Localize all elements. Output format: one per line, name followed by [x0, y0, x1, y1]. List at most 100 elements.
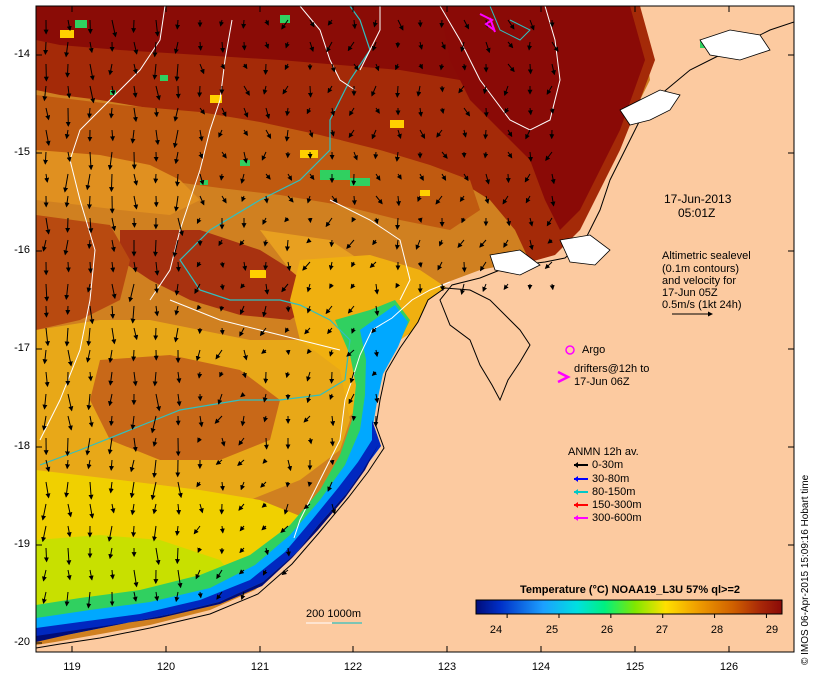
velocity-arrow: [243, 107, 249, 118]
velocity-arrow: [395, 282, 401, 289]
velocity-arrow: [549, 283, 555, 291]
velocity-arrow: [107, 525, 113, 542]
velocity-arrow: [347, 305, 355, 314]
velocity-arrow: [262, 305, 267, 318]
velocity-arrow: [152, 41, 158, 58]
velocity-arrow: [240, 481, 245, 491]
velocity-arrow: [395, 217, 401, 230]
anmn-arrows: [574, 462, 588, 521]
velocity-arrow: [461, 261, 467, 273]
velocity-arrow: [86, 393, 92, 411]
velocity-arrow: [329, 393, 334, 400]
velocity-arrow: [154, 305, 160, 317]
velocity-arrow: [239, 525, 245, 532]
velocity-arrow: [108, 371, 114, 386]
velocity-arrow: [328, 261, 334, 271]
velocity-arrow: [173, 327, 179, 343]
velocity-arrow: [152, 63, 158, 80]
velocity-arrow: [86, 591, 92, 609]
velocity-arrow: [485, 173, 490, 185]
velocity-arrow: [262, 458, 268, 464]
velocity-arrow: [330, 129, 335, 137]
velocity-arrow: [353, 63, 359, 71]
velocity-arrow: [175, 261, 181, 272]
velocity-arrow: [132, 371, 138, 387]
velocity-arrow: [108, 107, 114, 119]
velocity-arrow: [64, 591, 70, 607]
velocity-arrow: [507, 19, 515, 30]
velocity-arrow: [280, 525, 289, 533]
velocity-arrow: [372, 239, 378, 246]
velocity-arrow: [89, 503, 95, 519]
colorbar-tick-label: 28: [710, 624, 724, 636]
velocity-arrow: [463, 19, 469, 30]
velocity-arrow: [197, 371, 203, 379]
velocity-arrow: [330, 415, 336, 427]
velocity-arrow: [88, 415, 94, 428]
velocity-arrow: [65, 261, 71, 273]
velocity-arrow: [197, 437, 202, 443]
velocity-arrow: [198, 415, 204, 428]
velocity-arrow: [394, 151, 400, 162]
velocity-arrow: [262, 393, 268, 403]
velocity-arrow: [242, 63, 248, 70]
velocity-arrow: [219, 261, 225, 268]
velocity-arrow: [238, 503, 245, 511]
velocity-arrow: [441, 41, 446, 50]
velocity-arrow: [176, 393, 182, 407]
velocity-arrow: [419, 173, 424, 181]
velocity-arrow: [199, 107, 206, 115]
velocity-arrow: [239, 305, 245, 315]
velocity-arrow: [111, 217, 117, 232]
colorbar-tick-label: 25: [545, 624, 559, 636]
velocity-arrow: [44, 283, 50, 302]
velocity-arrow: [259, 327, 267, 337]
velocity-arrow: [174, 283, 180, 296]
velocity-arrow: [239, 327, 245, 337]
velocity-arrow: [348, 393, 355, 405]
velocity-arrow: [240, 591, 246, 601]
velocity-arrow: [459, 195, 465, 203]
velocity-arrow: [436, 129, 443, 138]
velocity-arrow: [307, 437, 313, 445]
velocity-arrow: [131, 19, 137, 34]
velocity-arrow: [152, 239, 158, 257]
velocity-arrow: [346, 239, 355, 250]
colorbar-title: Temperature (°C) NOAA19_L3U 57% ql>=2: [520, 584, 740, 596]
velocity-arrow: [306, 371, 311, 382]
velocity-arrow: [221, 151, 227, 159]
velocity-arrow: [88, 481, 94, 500]
velocity-arrow: [131, 525, 137, 538]
velocity-arrow: [525, 129, 531, 140]
velocity-arrow: [507, 41, 514, 49]
velocity-arrow: [417, 19, 423, 28]
velocity-arrow: [63, 239, 69, 256]
velocity-arrow: [87, 107, 93, 119]
velocity-arrow: [87, 261, 93, 274]
velocity-arrow: [219, 327, 225, 335]
velocity-arrow: [287, 195, 294, 203]
velocity-arrow: [153, 107, 159, 118]
velocity-arrow: [348, 129, 355, 139]
velocity-arrow: [439, 107, 445, 114]
velocity-arrow: [349, 371, 355, 384]
velocity-arrow: [462, 129, 468, 138]
velocity-arrow: [351, 195, 357, 206]
velocity-arrow: [154, 261, 160, 276]
velocity-arrow: [65, 63, 71, 78]
velocity-arrow: [417, 217, 423, 223]
velocity-arrow: [441, 173, 447, 181]
velocity-arrow: [503, 85, 509, 97]
velocity-arrow: [302, 261, 311, 271]
velocity-arrow: [545, 151, 553, 161]
velocity-arrow: [240, 392, 246, 398]
velocity-arrow: [197, 591, 203, 599]
lat-label: -16: [14, 244, 30, 256]
velocity-arrow: [396, 195, 401, 207]
lat-label: -14: [14, 48, 30, 60]
velocity-arrow: [219, 305, 225, 312]
velocity-arrow: [196, 481, 202, 488]
velocity-arrow: [437, 261, 443, 271]
velocity-arrow: [308, 129, 314, 138]
velocity-arrow: [155, 547, 161, 566]
